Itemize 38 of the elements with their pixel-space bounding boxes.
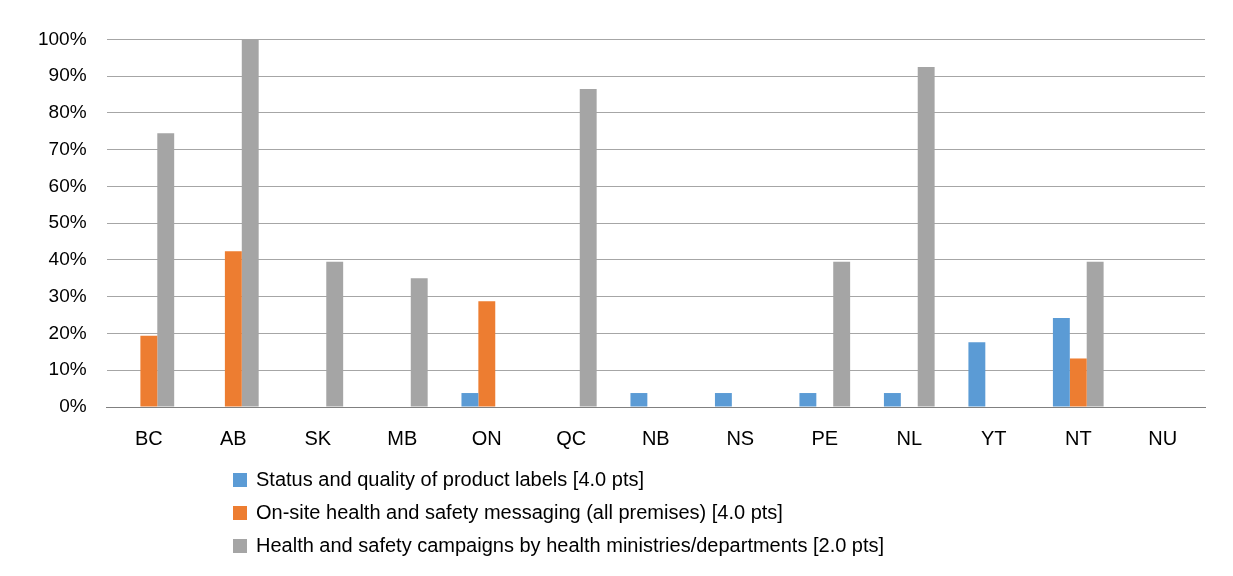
x-tick-label: BC — [134, 426, 163, 449]
y-tick-label: 100% — [37, 27, 87, 49]
x-tick-label: NS — [726, 426, 755, 449]
bar — [714, 393, 732, 407]
y-tick-label: 40% — [48, 248, 87, 270]
y-tick-label: 20% — [48, 321, 87, 343]
x-tick-label: NT — [1064, 426, 1092, 449]
x-tick-label: YT — [980, 426, 1007, 449]
y-tick-label: 70% — [48, 137, 87, 159]
x-tick-label: MB — [387, 426, 418, 449]
bar — [224, 251, 242, 407]
legend-label: Status and quality of product labels [4.0 pts] — [256, 468, 645, 491]
y-tick-label: 30% — [48, 284, 87, 306]
y-tick-label: 0% — [59, 395, 87, 417]
x-tick-label: AB — [219, 426, 247, 449]
legend-label: On-site health and safety messaging (all premises) [4.0 pts] — [256, 501, 783, 524]
x-tick-label: NU — [1148, 426, 1178, 449]
bar — [883, 393, 901, 407]
x-tick-label: SK — [304, 426, 332, 449]
x-tick-label: NL — [896, 426, 923, 449]
bar — [799, 393, 817, 407]
bar — [478, 301, 496, 407]
bar — [1052, 318, 1070, 407]
x-tick-label: NB — [641, 426, 670, 449]
y-tick-label: 90% — [48, 64, 87, 86]
bar — [630, 393, 648, 407]
x-tick-label: PE — [811, 426, 839, 449]
x-tick-label: ON — [471, 426, 502, 449]
y-tick-label: 80% — [48, 101, 87, 123]
y-tick-label: 50% — [48, 211, 87, 233]
bar — [1069, 358, 1087, 407]
y-tick-label: 10% — [48, 358, 87, 380]
bar — [140, 335, 158, 407]
legend-label: Health and safety campaigns by health ministries/departments [2.0 pts] — [256, 534, 885, 557]
bar — [968, 342, 986, 407]
y-tick-label: 60% — [48, 174, 87, 196]
x-tick-label: QC — [556, 426, 587, 449]
bar — [461, 393, 479, 407]
